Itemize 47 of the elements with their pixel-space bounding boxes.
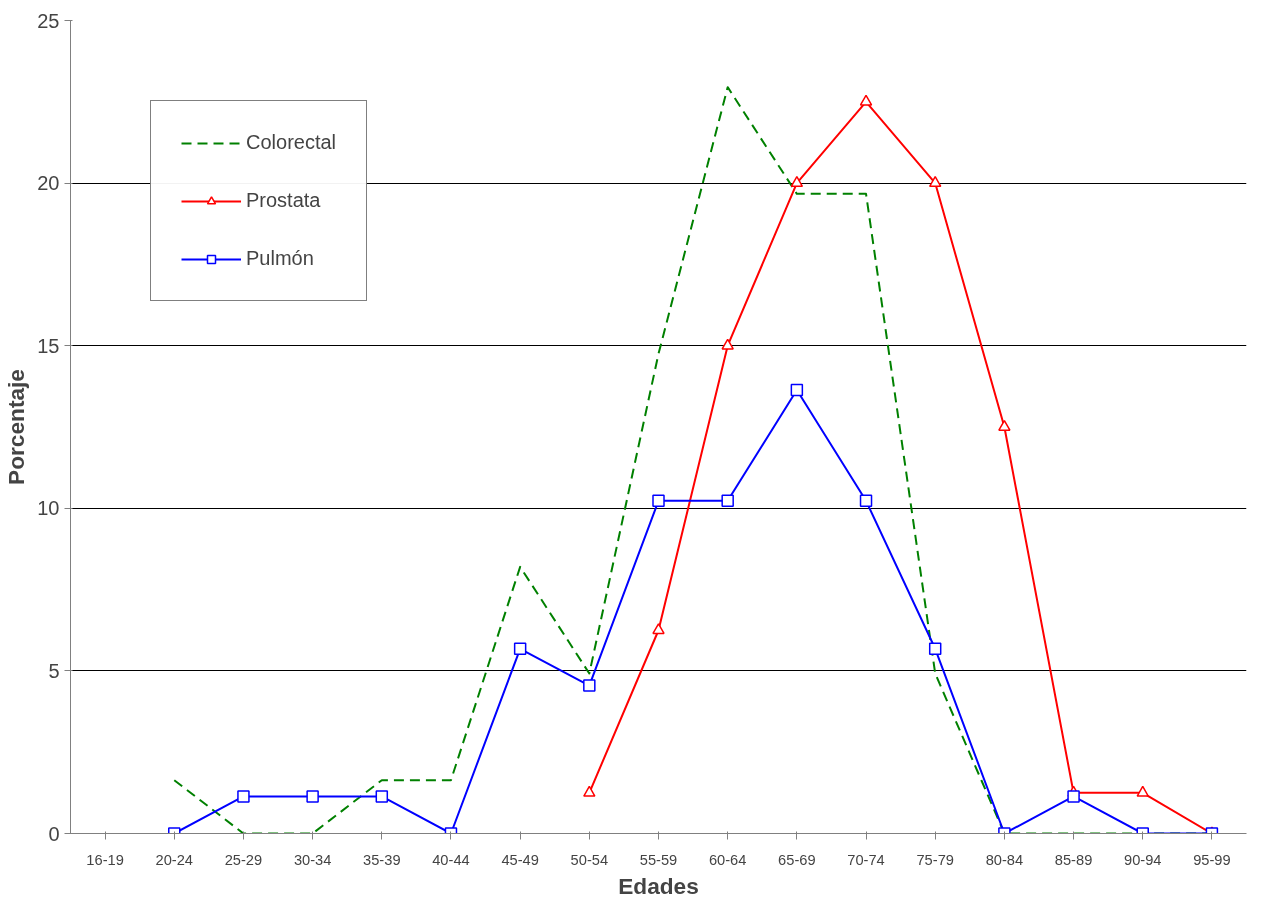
point [237, 790, 250, 803]
x-tick-label: 16-19 [86, 851, 124, 868]
legend-label: Pulmón [246, 247, 314, 270]
x-tick-label: 35-39 [363, 851, 401, 868]
x-tick-label: 65-69 [778, 851, 816, 868]
x-tick-label: 70-74 [847, 851, 885, 868]
x-tick-label: 90-94 [1123, 851, 1162, 868]
point [998, 419, 1011, 431]
x-tick-label: 40-44 [432, 851, 470, 868]
point [306, 790, 319, 803]
point [721, 338, 734, 350]
point [583, 679, 596, 692]
x-tick-label: 55-59 [639, 851, 678, 868]
x-tick-label: 20-24 [155, 851, 194, 868]
y-tick-label: 15 [37, 334, 60, 357]
x-tick-label: 25-29 [224, 851, 263, 868]
x-tick-label: 80-84 [985, 851, 1024, 868]
point [859, 94, 873, 106]
x-tick-label: 85-89 [1054, 851, 1093, 868]
x-tick-label: 75-79 [916, 851, 954, 868]
point [652, 494, 665, 508]
point [928, 642, 942, 656]
x-tick-label: 50-54 [570, 851, 609, 868]
point [375, 790, 389, 803]
point [790, 176, 804, 188]
point [721, 494, 734, 508]
point [1067, 790, 1080, 803]
x-tick-label: 60-64 [708, 851, 747, 868]
point [1136, 785, 1149, 797]
point [583, 785, 596, 797]
y-tick-label: 20 [37, 172, 60, 195]
y-axis-title: Porcentaje [3, 369, 30, 485]
x-axis-title: Edades [618, 872, 699, 899]
point [859, 494, 873, 508]
y-tick-label: 5 [48, 659, 60, 682]
x-tick-label: 45-49 [501, 851, 539, 868]
y-tick-label: 25 [37, 9, 60, 32]
legend-label: Prostata [246, 189, 321, 212]
x-tick-label: 95-99 [1193, 851, 1231, 868]
point [513, 642, 527, 656]
point [790, 383, 804, 397]
y-tick-label: 0 [48, 822, 60, 845]
legend-label: Colorectal [246, 131, 337, 154]
y-tick-label: 10 [37, 497, 60, 520]
x-tick-label: 30-34 [293, 851, 332, 868]
point [928, 176, 942, 188]
point [652, 623, 665, 635]
